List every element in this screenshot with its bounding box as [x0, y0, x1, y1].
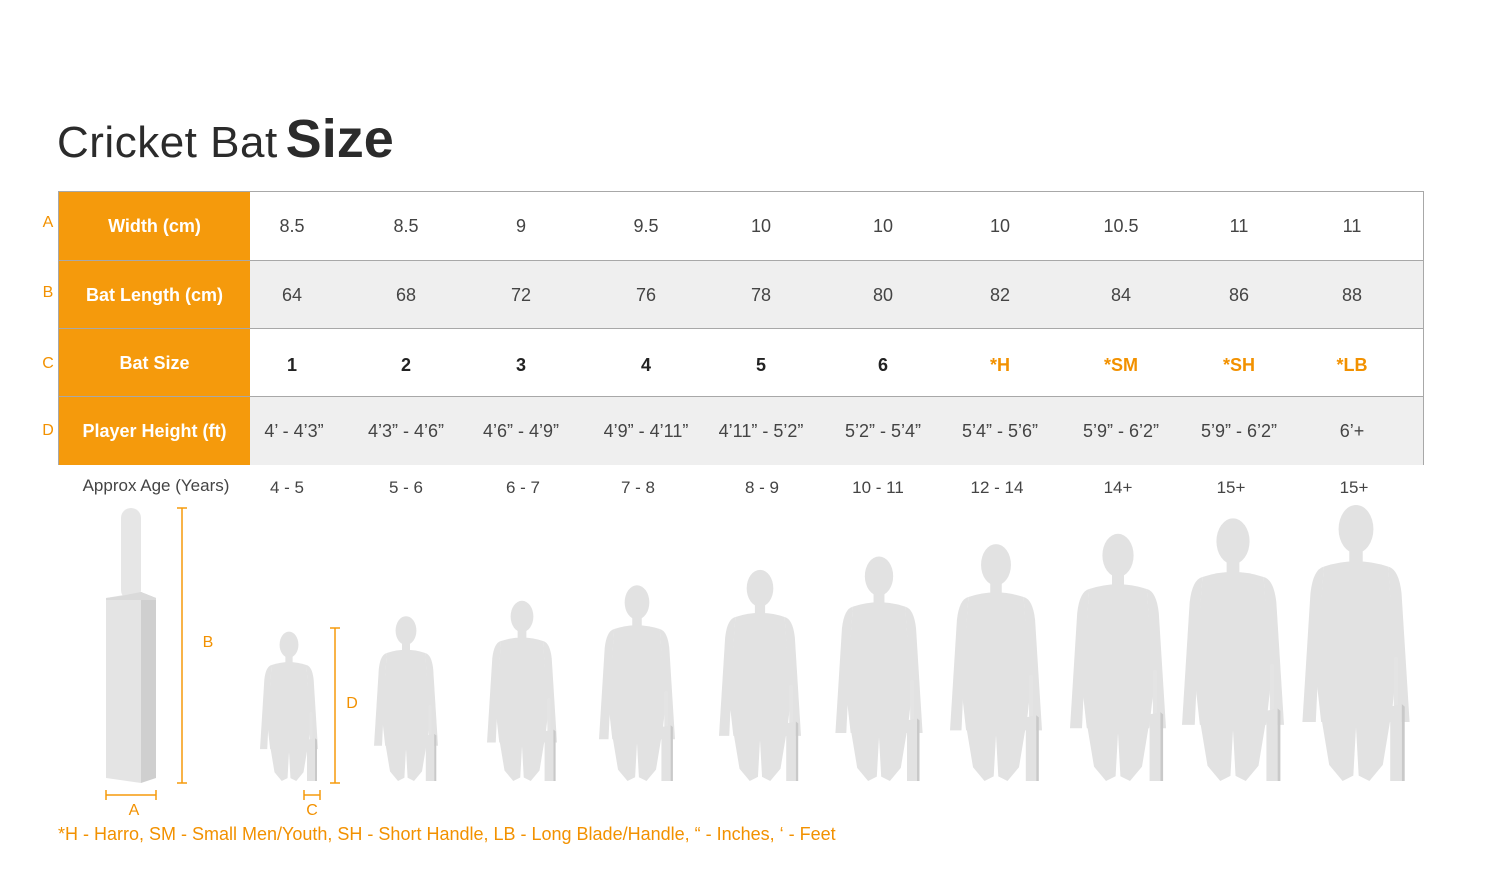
footnote: *H - Harro, SM - Small Men/Youth, SH - S…: [58, 824, 836, 844]
table-cell: 11: [1229, 216, 1249, 236]
table-cell: 4: [640, 355, 651, 375]
age-value: 4 - 5: [269, 478, 305, 497]
dim-label-b: B: [203, 634, 214, 651]
table-cell: 5’9” - 6’2”: [1200, 421, 1278, 441]
player-figure: [1070, 533, 1166, 781]
dim-label-d: D: [346, 695, 358, 712]
title-bold: Size: [285, 109, 394, 169]
age-value: 5 - 6: [388, 478, 424, 497]
row-letter-c: C: [42, 355, 54, 372]
table-row-height: Player Height (ft) 4’ - 4’3” 4’3” - 4’6”…: [59, 396, 1423, 465]
table-cell: 8.5: [279, 216, 305, 236]
table-cell: *SM: [1103, 355, 1138, 375]
table-cell: 9: [515, 216, 526, 236]
bat-blade-front: [106, 592, 141, 783]
table-cell: 10.5: [1103, 216, 1139, 236]
table-cell: 11: [1342, 216, 1362, 236]
title-light: Cricket Bat: [57, 118, 278, 167]
player-figure: [487, 600, 557, 781]
table-cell: 10: [989, 216, 1011, 236]
table-cell: 80: [872, 285, 894, 305]
table-cell: 2: [400, 355, 411, 375]
table-cell: 88: [1341, 285, 1363, 305]
table-cell: 8.5: [393, 216, 419, 236]
player-figure: [599, 585, 675, 781]
table-cell: 5: [755, 355, 766, 375]
table-cell: 72: [510, 285, 532, 305]
table-row-width: Width (cm) 8.5 8.5 9 9.5 10 10 10 10.5 1…: [59, 192, 1423, 260]
table-cell: 5’2” - 5’4”: [844, 421, 922, 441]
table-cell: 64: [281, 285, 303, 305]
table-cell: 82: [989, 285, 1011, 305]
table-cell: *LB: [1336, 355, 1368, 375]
row-header-length: Bat Length (cm): [59, 261, 250, 329]
row-header-width: Width (cm): [59, 192, 250, 260]
player-figure: [374, 616, 438, 781]
dim-label-c: C: [306, 802, 318, 819]
table-cell: 10: [750, 216, 772, 236]
age-value: 12 - 14: [970, 478, 1024, 497]
age-value: 10 - 11: [852, 478, 904, 497]
approx-age-label: Approx Age (Years): [82, 476, 230, 495]
table-cell: *H: [989, 355, 1010, 375]
player-figure: [1182, 518, 1284, 781]
player-figure: [260, 631, 318, 781]
row-header-height: Player Height (ft): [59, 397, 250, 465]
bat-diagram: B A D C: [105, 507, 358, 819]
table-row-length: Bat Length (cm) 64 68 72 76 78 80 82 84 …: [59, 260, 1423, 329]
row-header-size: Bat Size: [59, 329, 250, 397]
bat-handle: [121, 508, 141, 600]
age-value: 6 - 7: [505, 478, 541, 497]
table-cell: 9.5: [633, 216, 659, 236]
row-letter-a: A: [42, 214, 54, 231]
table-cell: 68: [395, 285, 417, 305]
age-value: 15+: [1339, 478, 1369, 497]
row-letter-b: B: [42, 284, 54, 301]
table-cell: 6: [877, 355, 888, 375]
age-value: 8 - 9: [744, 478, 780, 497]
table-cell: 4’6” - 4’9”: [482, 421, 560, 441]
table-cell: 5’4” - 5’6”: [961, 421, 1039, 441]
player-figure: [950, 544, 1042, 781]
table-cell: 4’9” - 4’11”: [603, 421, 689, 441]
player-figure: [835, 556, 923, 781]
table-cell: 5’9” - 6’2”: [1082, 421, 1160, 441]
table-cell: 78: [750, 285, 772, 305]
table-cell: 1: [286, 355, 297, 375]
size-table: Width (cm) 8.5 8.5 9 9.5 10 10 10 10.5 1…: [58, 191, 1424, 465]
table-cell: 84: [1110, 285, 1132, 305]
player-figure: [719, 569, 801, 781]
bat-blade-side: [141, 592, 156, 783]
age-value: 15+: [1216, 478, 1246, 497]
table-cell: 86: [1228, 285, 1250, 305]
illustration: B A D C: [105, 504, 1410, 819]
dim-label-a: A: [129, 802, 140, 819]
page-title: Cricket Bat Size: [57, 108, 394, 178]
row-letter-d: D: [42, 422, 54, 439]
table-cell: *SH: [1222, 355, 1255, 375]
table-cell: 10: [872, 216, 894, 236]
player-figure: [1302, 504, 1410, 781]
table-cell: 3: [515, 355, 526, 375]
table-cell: 4’ - 4’3”: [264, 421, 324, 441]
table-cell: 76: [635, 285, 657, 305]
table-row-size: Bat Size 1 2 3 4 5 6 *H *SM *SH *LB: [59, 328, 1423, 397]
table-cell: 4’11” - 5’2”: [718, 421, 804, 441]
table-cell: 4’3” - 4’6”: [367, 421, 445, 441]
table-cell: 6’+: [1339, 421, 1365, 441]
age-value: 14+: [1103, 478, 1133, 497]
age-value: 7 - 8: [620, 478, 656, 497]
